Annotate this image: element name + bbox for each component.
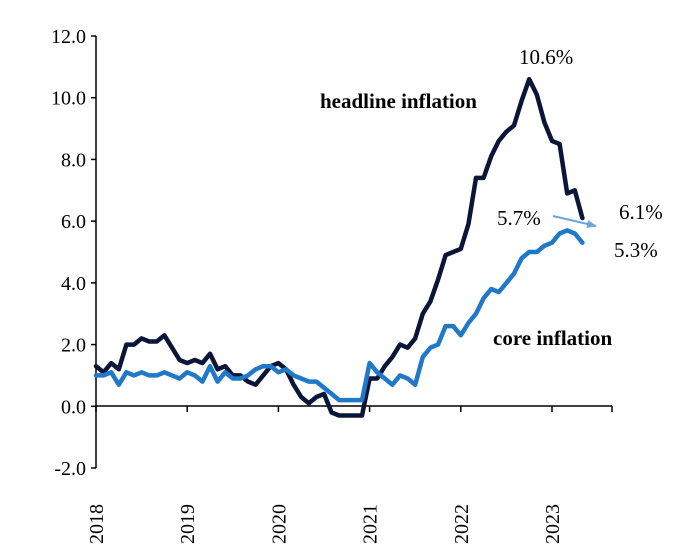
y-tick-label: 0.0 (61, 396, 86, 418)
headline-series-label: headline inflation (320, 89, 477, 113)
series-lines (93, 76, 585, 418)
core-end-label: 5.3% (614, 238, 658, 262)
y-tick-label: 6.0 (61, 211, 86, 233)
y-tick-label: 12.0 (51, 26, 86, 48)
core-inflation-line (93, 228, 585, 403)
core-peak-label: 5.7% (497, 206, 541, 230)
y-axis-ticks: -2.0 0.0 2.0 4.0 6.0 8.0 10.0 12.0 (51, 26, 96, 480)
headline-end-label: 6.1% (619, 200, 663, 224)
x-tick-label: 2018 (86, 504, 108, 544)
x-tick-label: 2020 (268, 504, 290, 544)
y-tick-label: 8.0 (61, 149, 86, 171)
headline-inflation-line (93, 76, 585, 418)
core-series-label: core inflation (493, 326, 613, 350)
x-tick-label: 2019 (177, 504, 199, 544)
y-tick-label: 10.0 (51, 88, 86, 110)
y-tick-label: -2.0 (54, 458, 86, 480)
x-tick-label: 2021 (360, 504, 382, 544)
x-tick-label: 2023 (542, 504, 564, 544)
x-axis-ticks: 2018 2019 2020 2021 2022 2023 (86, 406, 613, 544)
y-tick-label: 4.0 (61, 273, 86, 295)
y-tick-label: 2.0 (61, 335, 86, 357)
core-peak-arrow (552, 215, 597, 228)
x-tick-label: 2022 (451, 504, 473, 544)
headline-peak-label: 10.6% (519, 45, 573, 69)
